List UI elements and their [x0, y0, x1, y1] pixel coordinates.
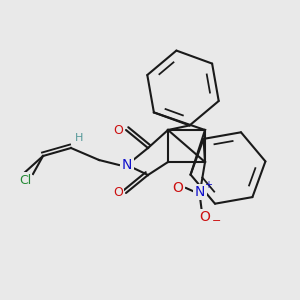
Text: −: −: [212, 216, 222, 226]
Text: N: N: [122, 158, 132, 172]
Text: N: N: [195, 185, 205, 199]
Text: +: +: [204, 180, 212, 190]
Text: Cl: Cl: [19, 173, 31, 187]
Text: O: O: [172, 181, 183, 195]
Text: H: H: [75, 133, 83, 143]
Text: O: O: [113, 124, 123, 136]
Text: O: O: [200, 210, 210, 224]
Text: O: O: [113, 187, 123, 200]
